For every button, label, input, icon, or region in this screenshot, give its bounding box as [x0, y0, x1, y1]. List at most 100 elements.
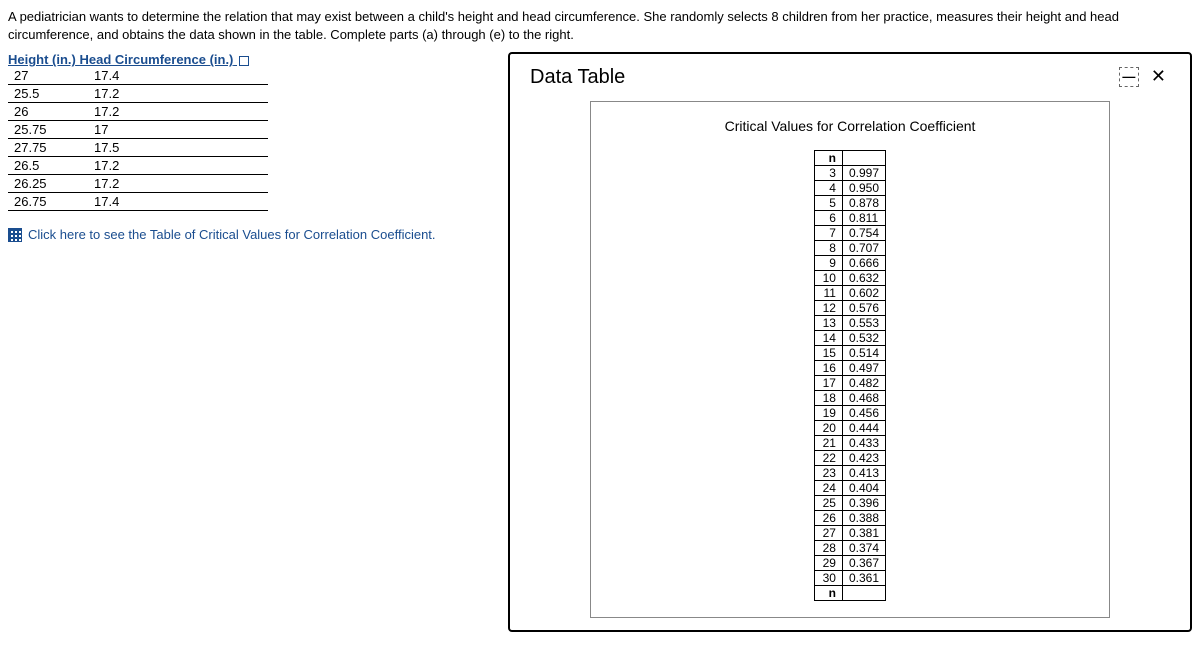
table-row: 200.444 — [814, 421, 885, 436]
n-cell: 8 — [814, 241, 842, 256]
value-cell: 0.602 — [842, 286, 885, 301]
height-cell: 26.25 — [8, 175, 88, 193]
critical-values-container: Critical Values for Correlation Coeffici… — [590, 101, 1110, 618]
head-circ-cell: 17.5 — [88, 139, 268, 157]
table-row: 290.367 — [814, 556, 885, 571]
value-cell: 0.632 — [842, 271, 885, 286]
n-cell: 17 — [814, 376, 842, 391]
n-cell: 14 — [814, 331, 842, 346]
problem-intro: A pediatrician wants to determine the re… — [8, 8, 1192, 44]
critical-footer-row: n — [814, 586, 885, 601]
table-row: 230.413 — [814, 466, 885, 481]
head-circ-cell: 17 — [88, 121, 268, 139]
height-cell: 25.5 — [8, 85, 88, 103]
table-row: 26.2517.2 — [8, 175, 268, 193]
height-cell: 26 — [8, 103, 88, 121]
value-cell: 0.754 — [842, 226, 885, 241]
table-row: 210.433 — [814, 436, 885, 451]
n-cell: 18 — [814, 391, 842, 406]
header-head-circ: Head Circumference (in.) — [80, 52, 234, 67]
critical-footer-n: n — [814, 586, 842, 601]
minimize-button[interactable]: — — [1119, 67, 1139, 87]
critical-header-blank — [842, 151, 885, 166]
n-cell: 19 — [814, 406, 842, 421]
n-cell: 10 — [814, 271, 842, 286]
value-cell: 0.997 — [842, 166, 885, 181]
value-cell: 0.396 — [842, 496, 885, 511]
head-circ-cell: 17.2 — [88, 85, 268, 103]
n-cell: 12 — [814, 301, 842, 316]
n-cell: 22 — [814, 451, 842, 466]
n-cell: 11 — [814, 286, 842, 301]
n-cell: 28 — [814, 541, 842, 556]
table-row: 260.388 — [814, 511, 885, 526]
n-cell: 5 — [814, 196, 842, 211]
value-cell: 0.456 — [842, 406, 885, 421]
table-row: 270.381 — [814, 526, 885, 541]
modal-header: Data Table — ✕ — [530, 66, 1170, 89]
value-cell: 0.950 — [842, 181, 885, 196]
critical-values-table: n 30.99740.95050.87860.81170.75480.70790… — [814, 150, 886, 601]
value-cell: 0.404 — [842, 481, 885, 496]
head-circ-cell: 17.2 — [88, 157, 268, 175]
value-cell: 0.388 — [842, 511, 885, 526]
table-row: 250.396 — [814, 496, 885, 511]
value-cell: 0.413 — [842, 466, 885, 481]
n-cell: 20 — [814, 421, 842, 436]
height-cell: 27 — [8, 67, 88, 85]
value-cell: 0.707 — [842, 241, 885, 256]
table-row: 27.7517.5 — [8, 139, 268, 157]
popup-icon[interactable] — [239, 56, 249, 66]
table-row: 70.754 — [814, 226, 885, 241]
critical-header-row: n — [814, 151, 885, 166]
table-row: 280.374 — [814, 541, 885, 556]
value-cell: 0.482 — [842, 376, 885, 391]
table-row: 2717.4 — [8, 67, 268, 85]
modal-controls: — ✕ — [1119, 66, 1170, 87]
table-row: 26.517.2 — [8, 157, 268, 175]
critical-values-title: Critical Values for Correlation Coeffici… — [725, 118, 976, 134]
table-row: 300.361 — [814, 571, 885, 586]
value-cell: 0.361 — [842, 571, 885, 586]
value-cell: 0.497 — [842, 361, 885, 376]
table-row: 50.878 — [814, 196, 885, 211]
table-row: 190.456 — [814, 406, 885, 421]
table-row: 140.532 — [814, 331, 885, 346]
value-cell: 0.553 — [842, 316, 885, 331]
table-row: 25.517.2 — [8, 85, 268, 103]
data-table-header[interactable]: Height (in.) Head Circumference (in.) — [8, 52, 488, 67]
n-cell: 30 — [814, 571, 842, 586]
n-cell: 9 — [814, 256, 842, 271]
height-cell: 26.75 — [8, 193, 88, 211]
n-cell: 3 — [814, 166, 842, 181]
height-head-table: 2717.425.517.22617.225.751727.7517.526.5… — [8, 67, 268, 211]
table-row: 2617.2 — [8, 103, 268, 121]
table-row: 25.7517 — [8, 121, 268, 139]
table-row: 170.482 — [814, 376, 885, 391]
table-row: 90.666 — [814, 256, 885, 271]
critical-footer-blank — [842, 586, 885, 601]
value-cell: 0.444 — [842, 421, 885, 436]
link-text: Click here to see the Table of Critical … — [28, 227, 436, 242]
table-row: 40.950 — [814, 181, 885, 196]
modal-title: Data Table — [530, 66, 625, 89]
value-cell: 0.433 — [842, 436, 885, 451]
value-cell: 0.532 — [842, 331, 885, 346]
n-cell: 27 — [814, 526, 842, 541]
table-row: 180.468 — [814, 391, 885, 406]
n-cell: 4 — [814, 181, 842, 196]
n-cell: 16 — [814, 361, 842, 376]
table-row: 60.811 — [814, 211, 885, 226]
close-button[interactable]: ✕ — [1147, 66, 1170, 87]
table-icon — [8, 228, 22, 242]
n-cell: 15 — [814, 346, 842, 361]
head-circ-cell: 17.2 — [88, 175, 268, 193]
value-cell: 0.468 — [842, 391, 885, 406]
height-cell: 26.5 — [8, 157, 88, 175]
critical-values-link[interactable]: Click here to see the Table of Critical … — [8, 227, 488, 242]
height-cell: 27.75 — [8, 139, 88, 157]
table-row: 220.423 — [814, 451, 885, 466]
header-height: Height (in.) — [8, 52, 76, 67]
table-row: 160.497 — [814, 361, 885, 376]
n-cell: 21 — [814, 436, 842, 451]
